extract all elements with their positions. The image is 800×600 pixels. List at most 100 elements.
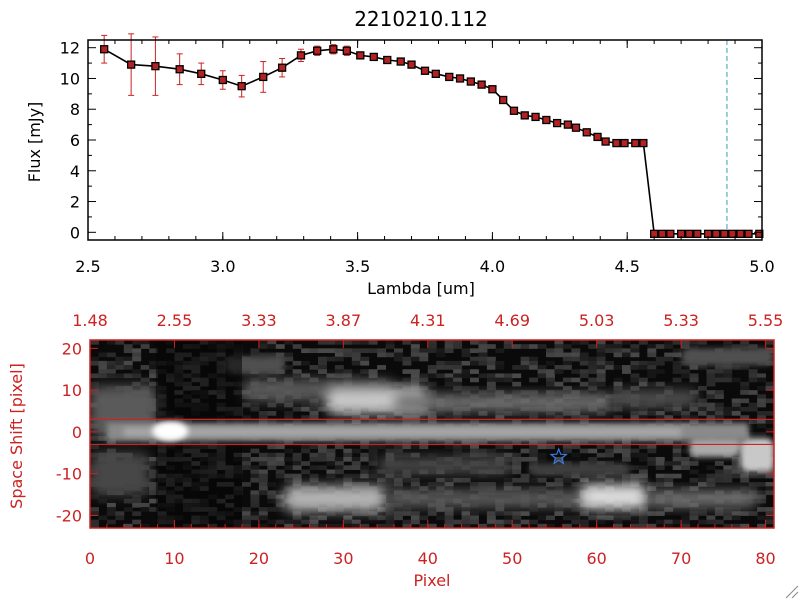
image-noise-pixel [486,515,496,521]
image-noise-pixel [258,473,268,479]
image-noise-pixel [123,365,133,370]
image-noise-pixel [740,511,750,516]
image-noise-pixel [250,448,260,454]
image-noise-pixel [554,419,564,425]
image-noise-pixel [731,469,741,475]
image-noise-pixel [343,473,353,479]
image-noise-pixel [410,452,420,458]
image-noise-pixel [579,352,589,358]
image-noise-pixel [537,515,547,521]
image-noise-pixel [258,419,268,425]
image-noise-pixel [579,473,589,479]
image-noise-pixel [630,519,640,525]
image-noise-pixel [655,477,665,483]
image-noise-pixel [698,365,707,370]
image-noise-pixel [427,381,437,387]
image-noise-pixel [427,507,437,512]
image-noise-pixel [115,340,125,345]
image-noise-pixel [520,519,530,525]
image-noise-pixel [765,381,774,387]
image-noise-pixel [410,486,420,491]
image-noise-pixel [714,507,724,512]
image-noise-pixel [630,448,640,454]
image-noise-pixel [444,523,454,528]
image-noise-pixel [706,411,716,416]
image-noise-pixel [334,352,344,358]
image-noise-pixel [655,456,665,462]
image-noise-pixel [258,511,268,516]
image-noise-pixel [571,415,581,420]
image-noise-pixel [512,465,522,471]
image-noise-pixel [698,519,707,525]
image-noise-pixel [301,360,311,366]
image-noise-pixel [478,486,488,491]
image-noise-pixel [242,402,251,408]
image-noise-pixel [681,440,691,445]
image-noise-pixel [402,440,412,445]
image-noise-pixel [444,340,454,345]
image-noise-pixel [647,344,657,349]
image-noise-pixel [292,406,302,412]
image-noise-pixel [132,340,142,345]
image-noise-pixel [672,444,682,450]
image-noise-pixel [334,469,344,475]
y-tick-label: 2 [70,193,80,212]
image-noise-pixel [630,377,640,383]
image-noise-pixel [394,440,403,445]
image-noise-pixel [562,365,572,370]
image-noise-pixel [537,440,547,445]
image-noise-pixel [503,519,513,525]
image-noise-pixel [622,456,631,462]
image-noise-pixel [385,482,395,487]
image-noise-pixel [681,340,691,345]
data-point [407,60,416,69]
image-noise-pixel [706,482,716,487]
x-tick-label: 3.0 [210,257,235,276]
image-noise-pixel [242,456,251,462]
image-noise-pixel [132,352,142,358]
image-noise-pixel [419,348,429,354]
image-noise-pixel [309,523,319,528]
image-noise-pixel [402,444,412,450]
image-noise-pixel [537,373,547,379]
image-noise-pixel [343,465,353,471]
image-noise-pixel [106,519,116,525]
image-noise-pixel [546,369,555,374]
image-noise-pixel [765,519,774,525]
image-noise-pixel [470,448,479,454]
image-noise-pixel [292,523,302,528]
image-noise-pixel [267,482,277,487]
image-noise-pixel [106,511,116,516]
image-noise-pixel [385,415,395,420]
image-noise-pixel [470,444,479,450]
spectrum-plot-area [87,33,764,240]
image-noise-pixel [529,477,539,483]
image-noise-pixel [284,411,294,416]
source-peak [152,421,189,442]
image-noise-pixel [427,411,437,416]
data-point [593,132,602,142]
image-noise-pixel [351,461,361,466]
image-noise-pixel [90,523,99,528]
image-noise-pixel [106,448,116,454]
image-noise-pixel [318,482,327,487]
image-noise-pixel [242,511,251,516]
image-noise-pixel [740,390,750,395]
image-noise-pixel [486,486,496,491]
image-noise-pixel [638,456,648,462]
image-noise-pixel [343,348,353,354]
image-noise-pixel [385,440,395,445]
image-noise-pixel [706,519,716,525]
image-noise-pixel [512,373,522,379]
image-noise-pixel [689,406,699,412]
image-noise-pixel [90,436,99,441]
resize-grip-icon[interactable] [785,585,799,599]
image-noise-pixel [360,469,370,475]
image-noise-pixel [638,411,648,416]
image-noise-pixel [495,373,505,379]
image-noise-pixel [765,385,774,391]
image-noise-pixel [444,515,454,521]
image-noise-pixel [453,415,463,420]
image-noise-pixel [343,482,353,487]
image-emission-blob [90,452,150,495]
